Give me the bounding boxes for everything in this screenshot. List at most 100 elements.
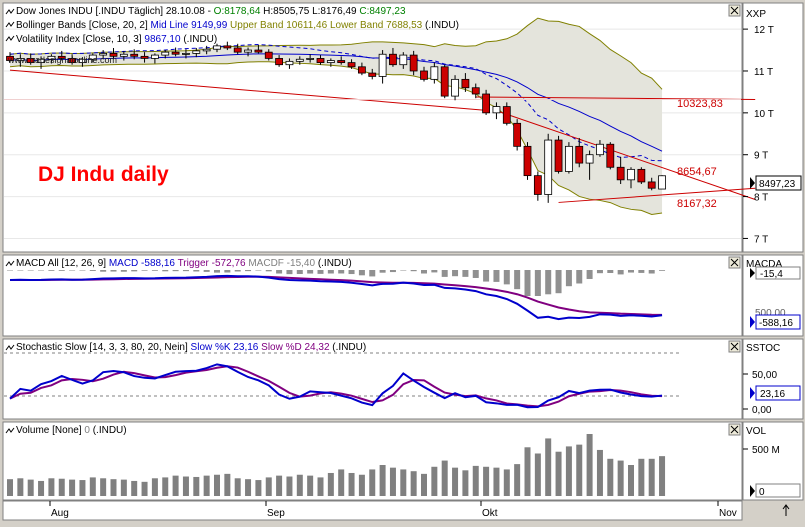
volume-bar	[38, 480, 45, 496]
volume-bar	[276, 475, 283, 496]
volume-bar	[234, 478, 241, 496]
stochastic-header-icon[interactable]	[5, 344, 15, 351]
volume-bar	[110, 479, 117, 496]
candle-body	[533, 175, 542, 195]
volume-bar	[617, 460, 624, 496]
main-tick-label: 11 T	[754, 67, 773, 78]
candle-body	[326, 60, 335, 64]
candle-body	[368, 72, 377, 77]
candle-body	[420, 70, 428, 80]
candle-body	[233, 47, 242, 53]
volatility-index-line	[9, 44, 663, 162]
volume-pane: Volume [None] 0 (.INDU) VOL 500 M 0	[2, 421, 804, 501]
macd-histogram-bar	[441, 270, 448, 277]
candle-body	[658, 175, 666, 190]
candle-body	[130, 53, 139, 57]
macd-histogram-bar	[338, 270, 345, 274]
stochastic-tick-50: 50,00	[752, 370, 777, 381]
support-line-8167	[558, 187, 756, 203]
candle-body	[295, 58, 304, 62]
candle-body	[119, 53, 128, 57]
macd-histogram-bar	[462, 270, 469, 277]
volume-bar	[379, 465, 386, 496]
macd-histogram-bar	[503, 270, 510, 285]
main-axis-title: XXP	[746, 9, 766, 20]
macd-histogram-bar	[131, 270, 138, 272]
volume-bar	[659, 456, 666, 496]
volume-bar	[131, 480, 138, 496]
volume-bar	[265, 477, 272, 496]
main-pane-close-icon[interactable]	[728, 4, 741, 17]
bollinger-fill	[10, 18, 663, 215]
macd-histogram-bar	[400, 270, 407, 271]
candle-body	[171, 51, 180, 55]
scroll-arrow-icon[interactable]	[782, 504, 790, 516]
macd-header-icon[interactable]	[5, 260, 15, 267]
macd-histogram-bar	[317, 270, 324, 274]
main-header-indicator-icon[interactable]	[5, 8, 15, 42]
candle-body	[213, 45, 221, 50]
macd-pane-close-icon[interactable]	[728, 256, 741, 269]
candle-body	[306, 58, 315, 60]
volume-bar	[483, 466, 490, 496]
macd-header: MACD All [12, 26, 9] MACD -588,16 Trigge…	[16, 258, 352, 269]
macd-histogram-bar	[255, 270, 262, 271]
chart-annotation-title: DJ Indu daily	[38, 163, 169, 186]
volume-header: Volume [None] 0 (.INDU)	[16, 425, 127, 436]
macd-histogram-bar	[431, 270, 438, 273]
volume-bar	[100, 478, 107, 496]
volume-bar	[245, 479, 252, 496]
main-price-axis	[742, 2, 804, 253]
macd-histogram-bar	[555, 270, 562, 294]
stochastic-pane: Stochastic Slow [14, 3, 3, 80, 20, Nein]…	[2, 338, 804, 420]
candle-body	[647, 181, 656, 189]
candle-body	[202, 48, 211, 52]
macd-histogram-bar	[296, 270, 303, 274]
volume-bar	[607, 458, 614, 496]
candle-body	[616, 166, 625, 181]
volume-bar	[441, 460, 448, 496]
macd-histogram-bar	[203, 270, 210, 272]
macd-line	[9, 274, 663, 321]
macd-histogram-bar	[214, 270, 220, 273]
main-tick-label: 7 T	[754, 234, 768, 245]
candle-body	[585, 154, 594, 164]
candle-body	[554, 139, 563, 172]
stochastic-d-line	[9, 365, 663, 408]
volume-bar	[596, 449, 603, 496]
volume-bar	[431, 466, 438, 496]
volume-bar	[389, 467, 396, 496]
bollinger-lower-band	[9, 61, 663, 215]
stochastic-pane-close-icon[interactable]	[728, 340, 741, 353]
macd-histogram-bar	[659, 270, 666, 271]
volume-bar	[472, 465, 479, 496]
volume-bar	[27, 479, 34, 496]
macd-histogram-bar	[172, 270, 179, 272]
volume-bar	[534, 453, 541, 496]
candle-body	[451, 78, 459, 97]
stochastic-tick-0: 0,00	[752, 405, 772, 416]
macd-histogram-bar	[58, 270, 65, 271]
macd-histogram-bar	[493, 270, 500, 282]
macd-value-partial: 500,00	[755, 308, 786, 319]
stochastic-header: Stochastic Slow [14, 3, 3, 80, 20, Nein]…	[16, 342, 366, 353]
candle-body	[337, 60, 346, 64]
volume-bar	[224, 473, 231, 496]
volume-pane-close-icon[interactable]	[728, 423, 741, 436]
main-header-line-3: Volatility Index [Close, 10, 3] 9867,10 …	[16, 34, 217, 45]
level-label-lower: 8167,32	[677, 198, 717, 210]
volume-header-icon[interactable]	[5, 427, 15, 434]
macd-histogram-bar	[327, 270, 334, 274]
bollinger-bands	[9, 17, 663, 215]
volume-bar	[565, 446, 572, 496]
macd-histogram-bar	[17, 270, 24, 271]
volume-bar	[358, 474, 365, 496]
volume-bar	[162, 477, 169, 496]
candlestick-series	[6, 41, 666, 203]
main-tick-label: 10 T	[754, 109, 774, 120]
macd-histogram-bar	[452, 270, 459, 277]
macd-value-top: -15,4	[760, 269, 783, 280]
macd-histogram-bar	[141, 270, 148, 271]
stochastic-axis	[742, 338, 804, 420]
